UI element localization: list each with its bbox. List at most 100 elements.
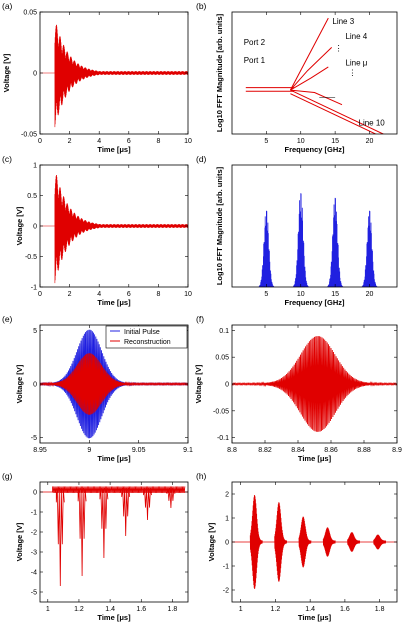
x-tick-label: 4	[97, 138, 101, 145]
x-tick-label: 9	[87, 447, 91, 454]
plot-area-a	[40, 24, 188, 128]
x-tick-label: 8.82	[258, 447, 272, 454]
series-b-6	[290, 93, 377, 134]
x-tick-label: 1.6	[136, 606, 146, 613]
y-tick-label: 5	[33, 328, 37, 335]
spike-2	[99, 487, 109, 559]
burst-2	[298, 516, 312, 568]
y-axis-label: Voltage [V]	[15, 522, 24, 561]
x-tick-label: 1.2	[74, 606, 84, 613]
fft-peak-2	[327, 197, 344, 287]
x-tick-label: 8.86	[324, 447, 338, 454]
y-tick-label: -0.05	[21, 132, 37, 139]
axes-box-b	[231, 11, 398, 135]
x-tick-label: 2	[68, 291, 72, 298]
x-axis-label: Frequency [GHz]	[284, 298, 345, 307]
x-tick-label: 8.84	[291, 447, 305, 454]
series-b-4	[290, 89, 343, 106]
spike-3	[121, 487, 131, 537]
fft-peak-3	[361, 210, 378, 287]
x-tick-label: 15	[331, 291, 339, 298]
annotation-line-10: Line 10	[359, 118, 386, 127]
x-tick-label: 8.8	[227, 447, 237, 454]
x-axis-label: Time [μs]	[298, 613, 332, 622]
y-tick-label: 0.5	[27, 193, 37, 200]
annotation-port-1: Port 1	[244, 56, 266, 65]
panel-label: (c)	[2, 154, 12, 164]
y-tick-label: -3	[31, 550, 37, 557]
y-tick-label: 0	[33, 382, 37, 389]
x-tick-label: 1.4	[105, 606, 115, 613]
y-tick-label: 0	[33, 71, 37, 78]
x-tick-label: 6	[127, 138, 131, 145]
plot-area-h	[232, 494, 397, 590]
legend-entry: Initial Pulse	[124, 329, 160, 336]
x-tick-label: 10	[297, 138, 305, 145]
x-tick-label: 5	[264, 138, 268, 145]
series-b-2	[290, 47, 333, 91]
plot-area-e	[40, 329, 188, 439]
x-tick-label: 1	[239, 606, 243, 613]
burst-4	[347, 532, 361, 552]
y-axis-label: Voltage [V]	[207, 522, 216, 561]
series-e-1	[40, 353, 188, 415]
x-tick-label: 10	[297, 291, 305, 298]
y-tick-label: -2	[31, 530, 37, 537]
panel-label: (g)	[2, 471, 13, 481]
fft-peak-1	[292, 193, 309, 287]
spike-4	[143, 487, 152, 521]
x-tick-label: 0	[38, 291, 42, 298]
x-tick-label: 20	[366, 291, 374, 298]
y-axis-label: Voltage [V]	[194, 364, 203, 403]
x-tick-label: 4	[97, 291, 101, 298]
x-tick-label: 5	[264, 291, 268, 298]
x-tick-label: 1.2	[271, 606, 281, 613]
y-axis-label: Log10 FFT Magnitude [arb. units]	[215, 13, 224, 132]
y-tick-label: 2	[225, 492, 229, 499]
plot-area-c	[40, 174, 188, 284]
burst-3	[322, 527, 336, 557]
x-tick-label: 9.05	[132, 447, 146, 454]
y-tick-label: -0.1	[217, 435, 229, 442]
x-axis-label: Time [μs]	[97, 454, 131, 463]
y-axis-label: Voltage [V]	[15, 364, 24, 403]
annotation-ellipsis: ⋮	[348, 68, 356, 77]
x-axis-label: Frequency [GHz]	[284, 145, 345, 154]
x-tick-label: 6	[127, 291, 131, 298]
y-axis-label: Voltage [V]	[15, 206, 24, 245]
plot-area-g	[40, 486, 188, 587]
x-tick-label: 10	[184, 291, 192, 298]
y-tick-label: -1	[31, 285, 37, 292]
spike-0	[55, 487, 65, 587]
y-tick-label: -4	[31, 570, 37, 577]
annotation-line-3: Line 3	[332, 17, 354, 26]
series-g-0-ripple	[52, 486, 186, 494]
series-b-3	[290, 66, 329, 91]
series-c-0	[40, 174, 188, 284]
y-tick-label: 0.05	[23, 10, 37, 17]
plot-area-f	[232, 336, 397, 432]
x-tick-label: 1.8	[375, 606, 385, 613]
legend: Initial Pulse Reconstruction	[105, 325, 188, 349]
annotation-line-4: Line 4	[345, 32, 367, 41]
x-tick-label: 1.4	[305, 606, 315, 613]
panel-label: (f)	[196, 314, 204, 324]
spike-5	[166, 487, 176, 509]
x-tick-label: 9.1	[183, 447, 193, 454]
x-tick-label: 8	[156, 291, 160, 298]
burst-1	[274, 502, 288, 582]
panel-label: (a)	[2, 1, 13, 11]
y-tick-label: 0	[33, 490, 37, 497]
x-tick-label: 1.6	[340, 606, 350, 613]
y-tick-label: 0	[225, 382, 229, 389]
x-tick-label: 2	[68, 138, 72, 145]
spike-1	[77, 487, 87, 577]
y-tick-label: -0.5	[25, 254, 37, 261]
y-tick-label: -5	[31, 435, 37, 442]
x-axis-label: Time [μs]	[97, 613, 131, 622]
axes-box-g	[39, 481, 189, 603]
x-tick-label: 8.88	[357, 447, 371, 454]
y-tick-label: -1	[31, 510, 37, 517]
series-b-5	[290, 89, 385, 134]
